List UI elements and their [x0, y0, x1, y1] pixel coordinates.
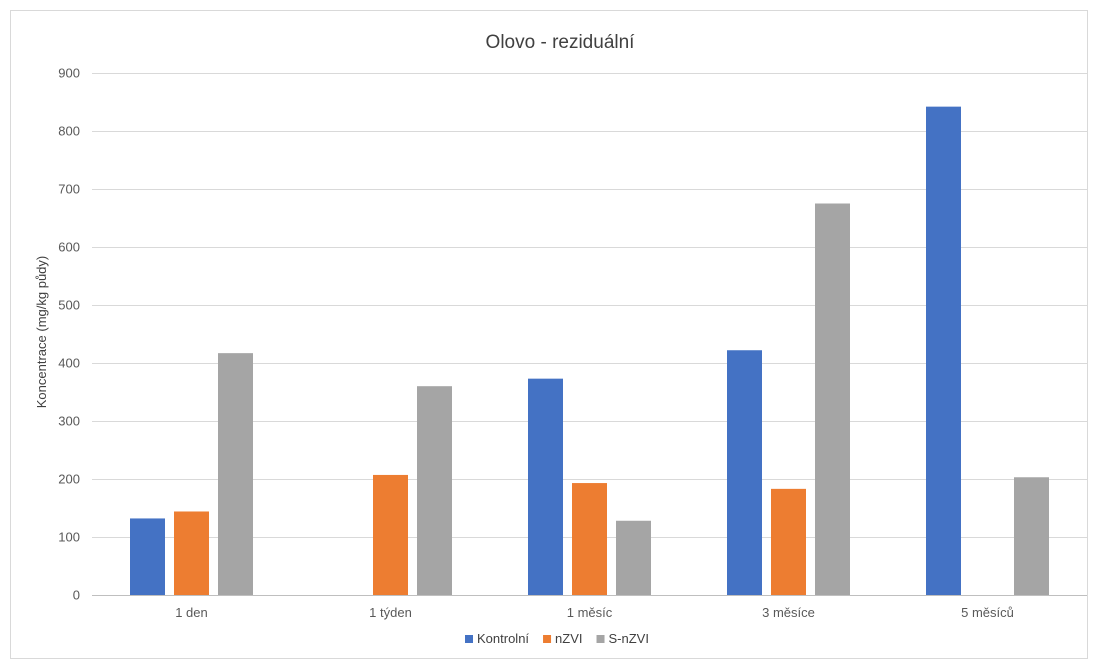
y-tick-label: 0: [73, 588, 80, 603]
y-tick-label: 900: [58, 66, 80, 81]
bar: [616, 520, 651, 595]
y-tick-label: 400: [58, 356, 80, 371]
bar: [130, 518, 165, 595]
legend-label: Kontrolní: [477, 631, 529, 646]
chart-title: Olovo - reziduální: [486, 32, 636, 53]
y-tick-label: 800: [58, 124, 80, 139]
y-tick-label: 500: [58, 298, 80, 313]
bar: [218, 353, 253, 595]
y-axis-title: Koncentrace (mg/kg půdy): [34, 256, 49, 408]
bar: [727, 350, 762, 595]
legend-swatch: [596, 635, 605, 643]
bar: [771, 488, 806, 595]
x-tick-label: 1 měsíc: [567, 605, 613, 620]
bars: [130, 106, 1049, 595]
x-tick-label: 3 měsíce: [762, 605, 815, 620]
legend-label: nZVI: [555, 631, 582, 646]
legend-swatch: [543, 635, 552, 643]
legend-swatch: [465, 635, 473, 643]
y-tick-label: 200: [58, 472, 80, 487]
bar: [572, 483, 607, 595]
legend-label: S-nZVI: [609, 631, 649, 646]
bar: [417, 386, 452, 595]
y-axis-ticks: 0 100 200 300 400 500 600 700 800 900: [58, 66, 80, 603]
bar: [528, 378, 563, 595]
x-tick-label: 5 měsíců: [961, 605, 1014, 620]
x-tick-label: 1 den: [175, 605, 208, 620]
y-tick-label: 300: [58, 414, 80, 429]
bar: [373, 474, 408, 595]
legend: Kontrolní nZVI S-nZVI: [465, 631, 649, 646]
y-tick-label: 700: [58, 182, 80, 197]
bar: [815, 203, 850, 595]
bar: [1014, 477, 1049, 595]
bar: [174, 511, 209, 595]
y-tick-label: 100: [58, 530, 80, 545]
x-axis-ticks: 1 den 1 týden 1 měsíc 3 měsíce 5 měsíců: [175, 605, 1014, 620]
x-tick-label: 1 týden: [369, 605, 412, 620]
y-tick-label: 600: [58, 240, 80, 255]
gridlines: [92, 73, 1087, 596]
bar: [926, 106, 961, 595]
